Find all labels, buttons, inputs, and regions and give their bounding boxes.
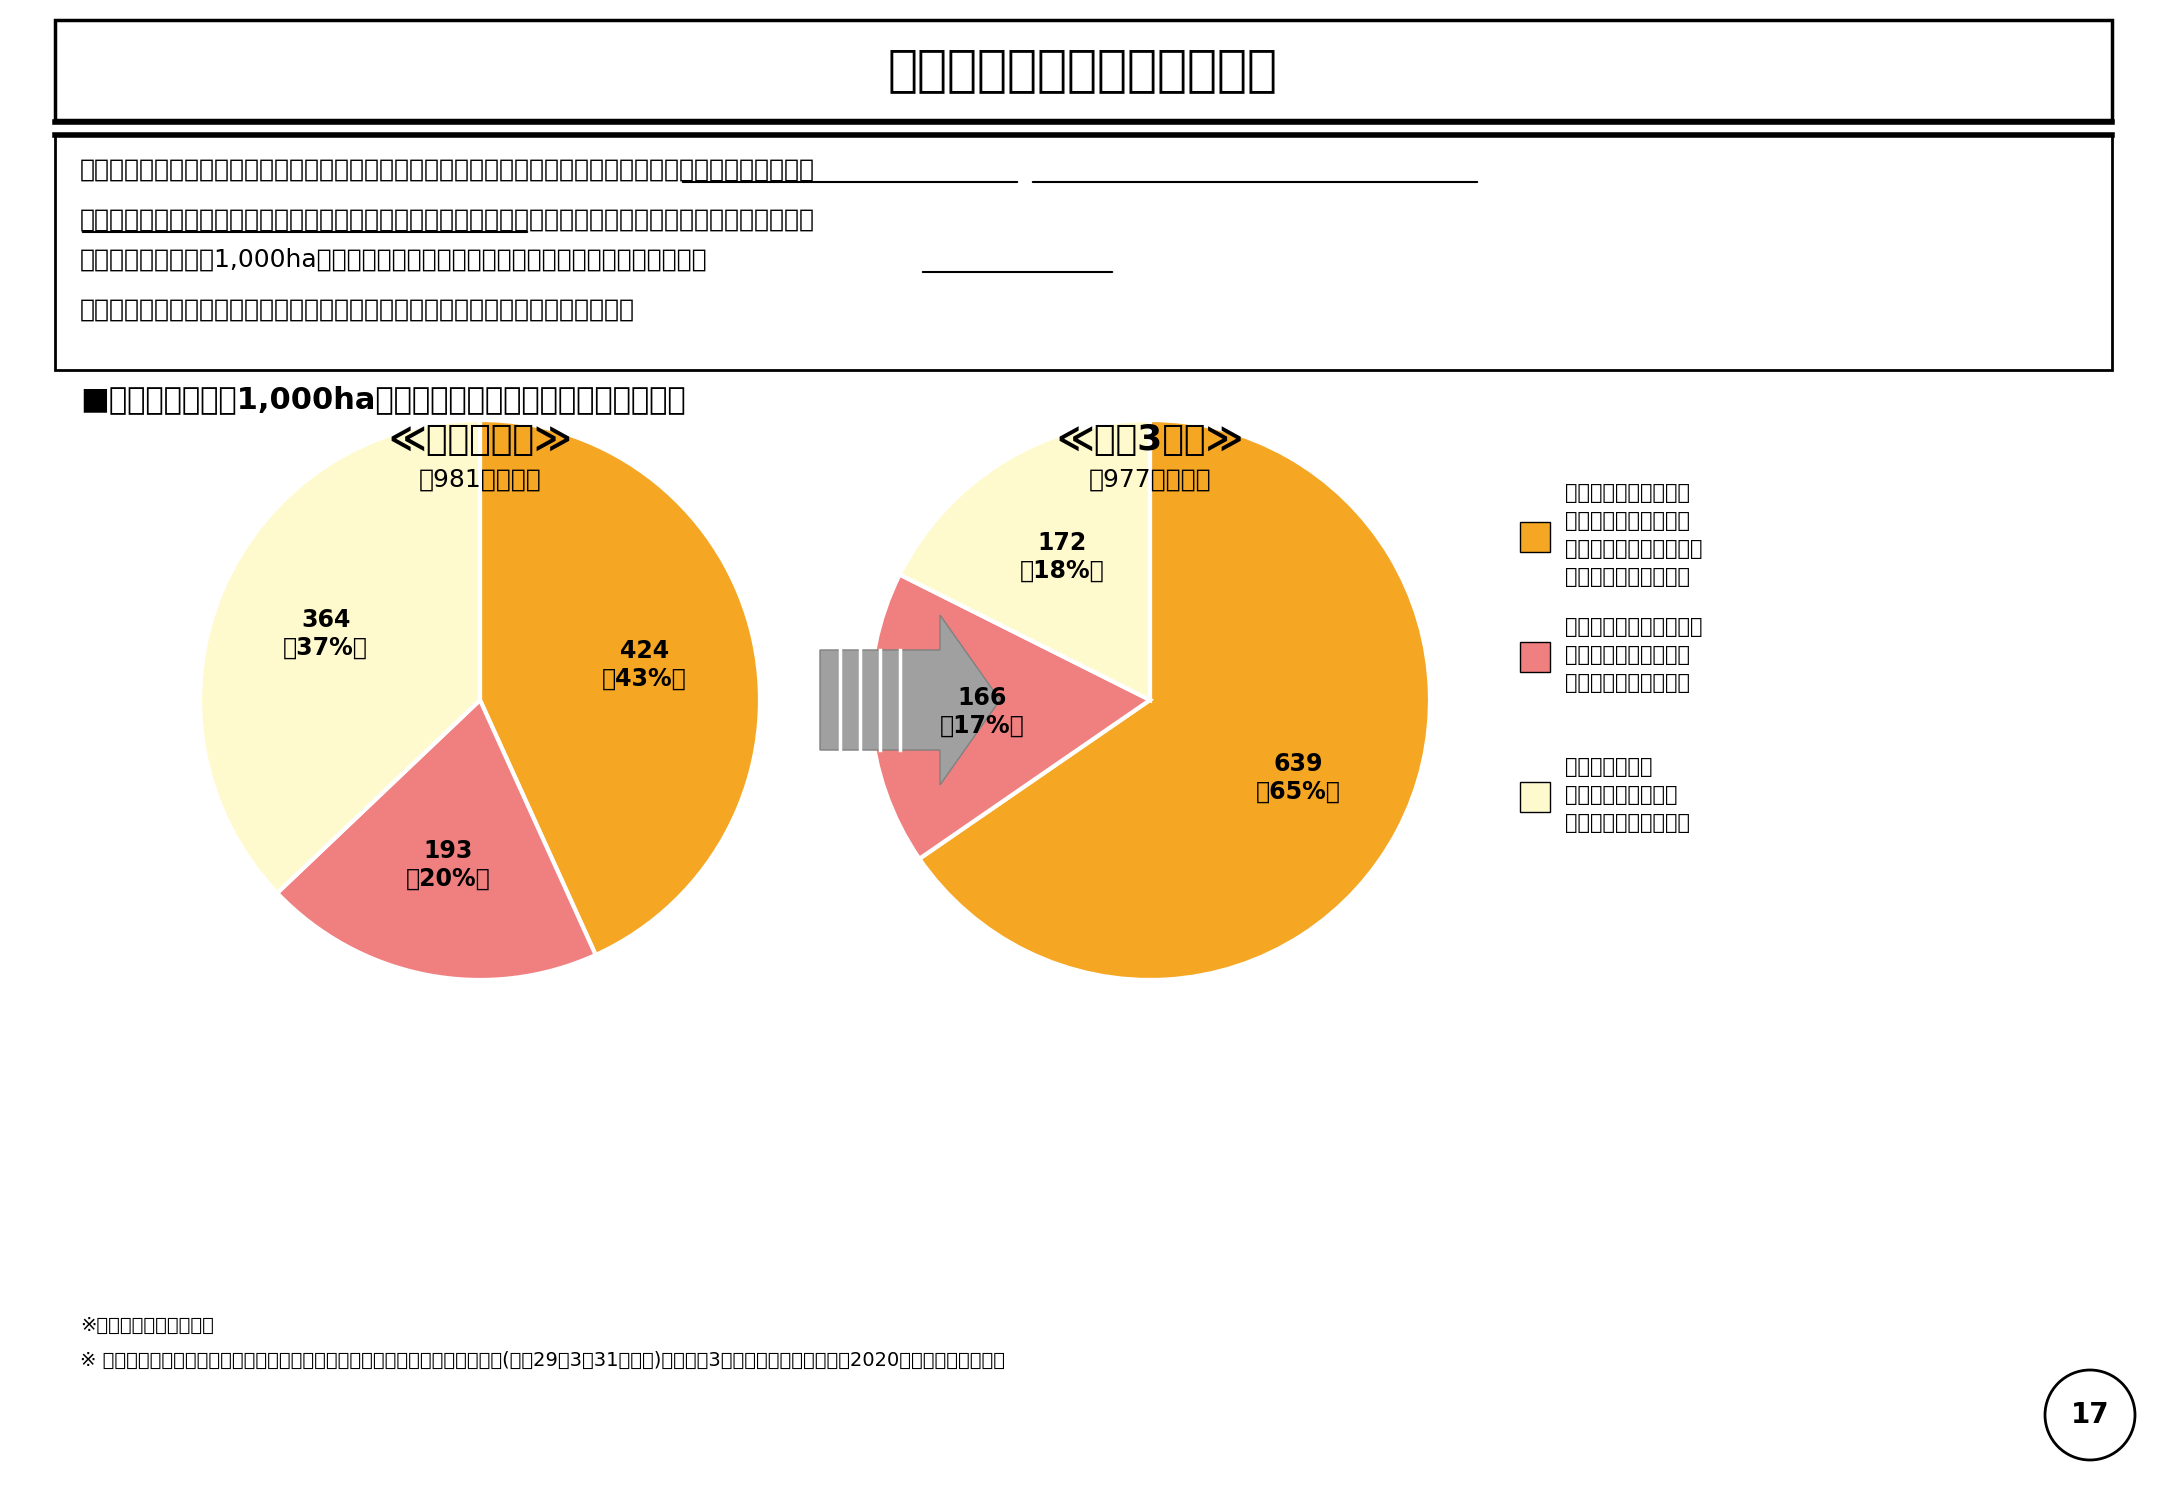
Text: ※総務省・林野庁調べ。: ※総務省・林野庁調べ。 — [80, 1316, 215, 1335]
Text: （981市町村）: （981市町村） — [418, 468, 542, 492]
Wedge shape — [919, 420, 1430, 980]
Bar — [1519, 782, 1549, 812]
Wedge shape — [869, 574, 1151, 860]
Text: ・また、２割の市町村は意向調査等の業務を森林組合等の外部へ委託しています。: ・また、２割の市町村は意向調査等の業務を森林組合等の外部へ委託しています。 — [80, 298, 635, 322]
Text: 17: 17 — [2072, 1401, 2108, 1429]
Wedge shape — [899, 420, 1151, 700]
Text: 172
（18%）: 172 （18%） — [1018, 531, 1105, 584]
Text: 現行体制で対応
（過去に体制整備を
行ったところも含む）: 現行体制で対応 （過去に体制整備を 行ったところも含む） — [1565, 758, 1690, 833]
Text: 市町村の体制の状況について: 市町村の体制の状況について — [888, 46, 1279, 94]
Text: （977市町村）: （977市町村） — [1088, 468, 1211, 492]
Text: ≪令和元年度≫: ≪令和元年度≫ — [388, 423, 572, 458]
Wedge shape — [199, 420, 481, 892]
Wedge shape — [277, 700, 596, 980]
Text: ■　私有林人工林1,000ha以上の市町村における体制整備の状況: ■ 私有林人工林1,000ha以上の市町村における体制整備の状況 — [80, 386, 685, 414]
Circle shape — [2046, 1370, 2134, 1460]
Text: 193
（20%）: 193 （20%） — [405, 839, 490, 891]
Text: 現行体制で対応するが、
意向調査等の業務の一
部又は全部を外部委託: 現行体制で対応するが、 意向調査等の業務の一 部又は全部を外部委託 — [1565, 616, 1703, 693]
Text: 424
（43%）: 424 （43%） — [602, 639, 687, 690]
Text: ・森林環境譲与税に関する取組を実施するに当たり、市町村では、担当部署の設置、担当職員等の増員（地域: ・森林環境譲与税に関する取組を実施するに当たり、市町村では、担当部署の設置、担当… — [80, 158, 815, 182]
Bar — [1519, 642, 1549, 672]
Text: ≪令和3年度≫: ≪令和3年度≫ — [1055, 423, 1244, 458]
Text: 林政アドバイザーを含む）、他市町村との事務の共同実施等による体制整備が進められており、令和３年度: 林政アドバイザーを含む）、他市町村との事務の共同実施等による体制整備が進められて… — [80, 209, 815, 232]
FancyBboxPatch shape — [54, 135, 2113, 370]
Text: ※ 私有林人工林面積による市町村の区分は、令和元年度は「森林資源現況調査(平成29年3月31日現在)」、令和3年度は「農林業センサス2020」の数値に基づく。: ※ 私有林人工林面積による市町村の区分は、令和元年度は「森林資源現況調査(平成2… — [80, 1350, 1005, 1370]
Polygon shape — [819, 615, 999, 784]
Bar — [1519, 522, 1549, 552]
Wedge shape — [481, 420, 761, 956]
Text: 364
（37%）: 364 （37%） — [284, 608, 368, 660]
Text: は、私有林人工林1,000ha以上の市町村のうち約７割の市町村が取り組んでいます。: は、私有林人工林1,000ha以上の市町村のうち約７割の市町村が取り組んでいます… — [80, 248, 709, 272]
Text: 担当部署の設置、担当
職員等の増員、他市町
村との事務の共同実施、
都道府県の支援の活用: 担当部署の設置、担当 職員等の増員、他市町 村との事務の共同実施、 都道府県の支… — [1565, 483, 1703, 586]
Text: 166
（17%）: 166 （17%） — [940, 686, 1025, 738]
FancyBboxPatch shape — [54, 20, 2113, 120]
Text: 639
（65%）: 639 （65%） — [1257, 753, 1341, 804]
